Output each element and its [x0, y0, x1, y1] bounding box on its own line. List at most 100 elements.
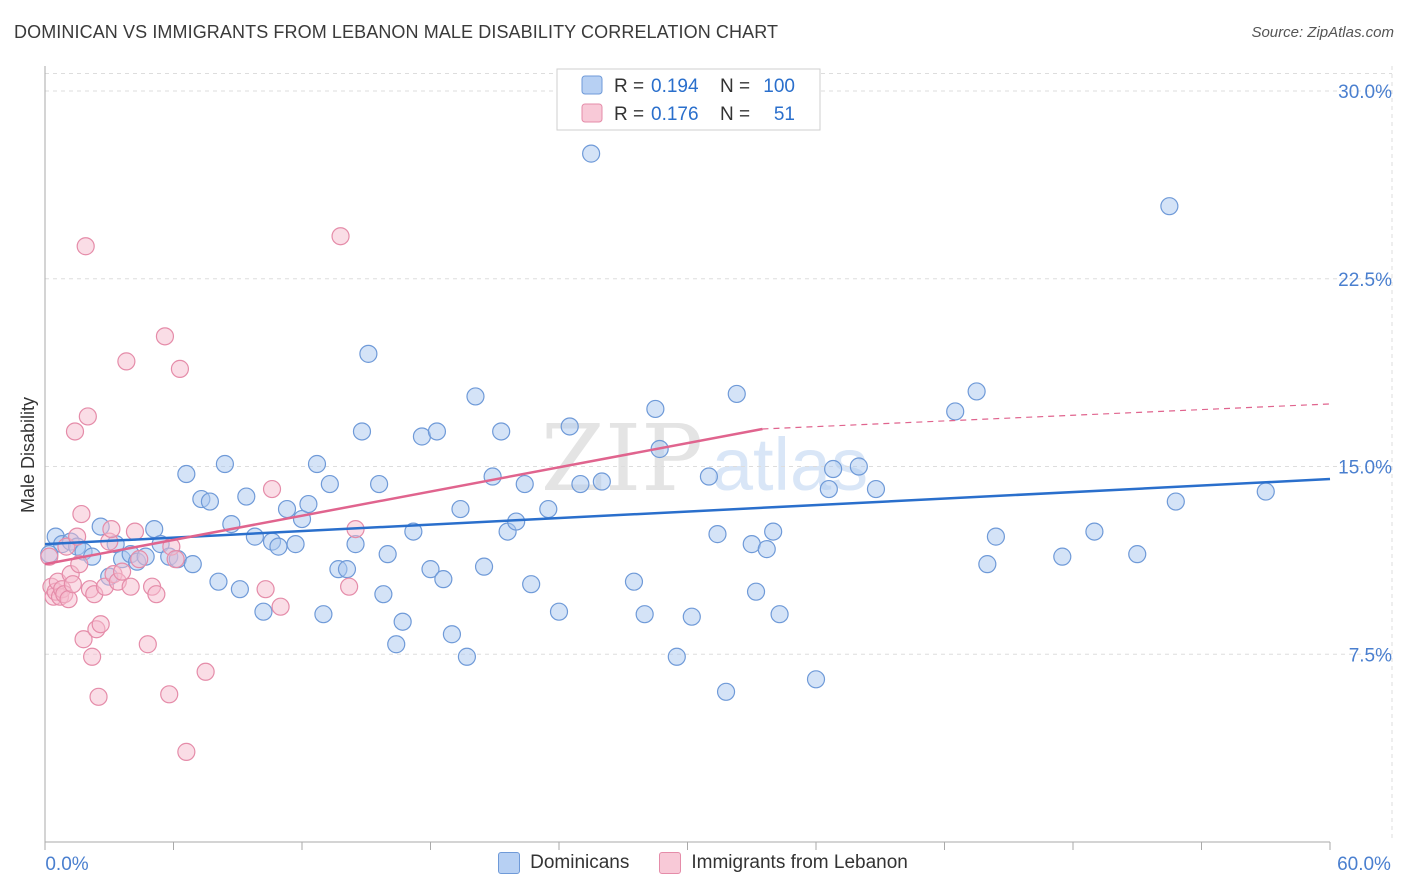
legend-label-dominicans: Dominicans [530, 852, 630, 873]
dominicans-point-56 [474, 557, 494, 576]
lebanon-point-31 [117, 352, 136, 371]
lebanon-point-48 [331, 227, 350, 246]
dominicans-point-50 [427, 422, 447, 441]
lebanon-points [40, 227, 365, 761]
dominicans-point-42 [370, 474, 389, 494]
dominicans-point-94 [1085, 522, 1104, 541]
dominicans-point-17 [177, 464, 196, 484]
lebanon-point-41 [166, 550, 185, 569]
dominicans-point-20 [200, 492, 220, 511]
dominicans-point-62 [522, 575, 541, 594]
lebanon-point-17 [76, 237, 95, 256]
lebanon-point-43 [177, 742, 196, 761]
dominicans-point-95 [1128, 545, 1147, 564]
dominicans-point-98 [1256, 482, 1275, 501]
dominicans-point-97 [1166, 492, 1185, 511]
y-tick-label-2: 22.5% [1338, 270, 1392, 291]
dominicans-point-76 [708, 525, 727, 544]
dominicans-point-58 [492, 422, 511, 441]
dominicans-point-75 [699, 467, 719, 486]
y-tick-label-1: 15.0% [1338, 458, 1392, 479]
lebanon-point-14 [70, 555, 89, 574]
dominicans-point-51 [434, 570, 453, 589]
dominicans-point-67 [582, 144, 601, 163]
dominicans-point-89 [946, 402, 965, 421]
lebanon-point-37 [147, 585, 166, 604]
dominicans-point-65 [560, 417, 579, 436]
lebanon-point-27 [102, 519, 121, 539]
dominicans-point-61 [515, 474, 534, 494]
dominicans-point-64 [549, 602, 569, 621]
legend-swatch-lebanon [659, 852, 682, 874]
dominicans-point-86 [824, 459, 843, 479]
dominicans-point-36 [320, 474, 339, 494]
legend-n-label-1: N = [720, 76, 750, 97]
dominicans-point-54 [457, 647, 477, 666]
legend-r-value-2: 0.176 [651, 104, 699, 125]
dominicans-point-69 [624, 572, 644, 591]
dominicans-point-52 [442, 625, 462, 644]
lebanon-point-23 [89, 687, 108, 706]
legend-swatch-blue [581, 75, 603, 95]
lebanon-point-13 [68, 527, 87, 546]
dominicans-point-71 [646, 399, 665, 419]
dominicans-point-74 [682, 607, 701, 626]
lebanon-point-39 [160, 685, 179, 704]
dominicans-point-92 [986, 527, 1006, 546]
lebanon-point-45 [256, 580, 275, 599]
dominicans-point-38 [337, 560, 357, 579]
dominicans-point-18 [183, 555, 202, 574]
chart-source: Source: ZipAtlas.com [1251, 24, 1394, 41]
dominicans-point-26 [245, 527, 264, 546]
lebanon-point-44 [196, 662, 215, 681]
axes [44, 66, 1331, 850]
legend-r-label-1: R = [614, 76, 644, 97]
x-tick-label-min: 0.0% [45, 854, 88, 875]
dominicans-point-47 [404, 522, 423, 541]
dominicans-point-55 [466, 387, 485, 406]
legend-swatch-dominicans [498, 852, 521, 874]
dominicans-point-88 [866, 479, 886, 499]
dominicans-point-82 [764, 522, 783, 541]
lebanon-point-33 [125, 522, 145, 541]
dominicans-point-53 [451, 499, 470, 519]
y-tick-label-0: 7.5% [1349, 645, 1392, 666]
dominicans-point-73 [667, 647, 686, 666]
chart-title: DOMINICAN VS IMMIGRANTS FROM LEBANON MAL… [14, 22, 779, 42]
dominicans-point-46 [393, 612, 412, 631]
lebanon-trend-extension [762, 403, 1331, 430]
watermark-atlas: atlas [712, 423, 868, 506]
dominicans-point-33 [299, 494, 318, 514]
dominicans-point-96 [1160, 197, 1179, 216]
dominicans-point-45 [387, 635, 406, 654]
lebanon-point-35 [138, 635, 157, 654]
dominicans-point-68 [592, 472, 611, 491]
lebanon-point-34 [130, 550, 149, 569]
legend-swatch-pink [581, 103, 603, 123]
legend-n-label-2: N = [720, 104, 750, 125]
dominicans-point-49 [421, 560, 440, 579]
lebanon-point-30 [112, 562, 132, 581]
y-axis-label: Male Disability [18, 397, 38, 513]
dominicans-point-44 [374, 585, 393, 604]
lebanon-point-20 [83, 647, 102, 666]
dominicans-point-27 [254, 602, 273, 621]
lebanon-point-9 [59, 590, 78, 609]
lebanon-point-12 [65, 422, 85, 441]
dominicans-point-93 [1053, 547, 1072, 566]
dominicans-point-29 [269, 537, 288, 556]
lebanon-point-46 [262, 479, 282, 499]
lebanon-point-11 [63, 575, 82, 594]
dominicans-point-83 [770, 605, 789, 624]
dominicans-point-81 [757, 540, 776, 559]
dominicans-trend-line [44, 477, 1331, 546]
legend-item-lebanon: Immigrants from Lebanon [659, 852, 908, 874]
lebanon-point-42 [170, 359, 190, 378]
legend-r-value-1: 0.194 [651, 76, 699, 97]
dominicans-point-80 [746, 582, 766, 601]
lebanon-trend-line [44, 427, 763, 566]
dominicans-point-40 [352, 422, 372, 441]
dominicans-point-43 [378, 545, 397, 564]
dominicans-point-35 [314, 605, 333, 624]
